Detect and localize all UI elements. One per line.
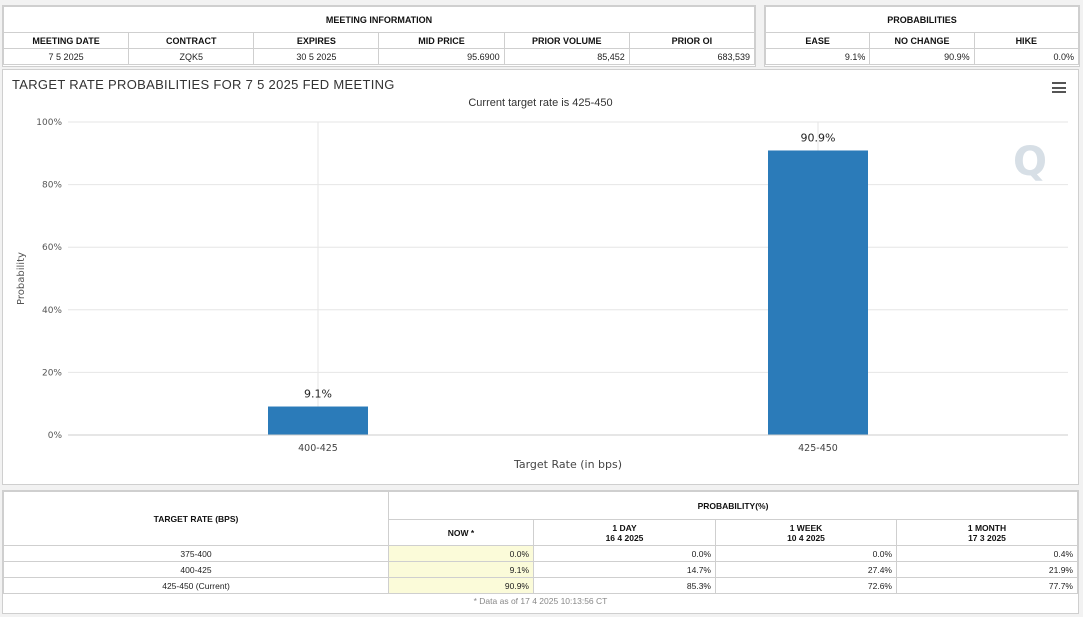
now-column-header: NOW *: [388, 519, 534, 546]
y-tick-label: 40%: [42, 306, 62, 316]
now-cell: 9.1%: [388, 561, 534, 578]
y-tick-label: 60%: [42, 243, 62, 253]
one-day-cell: 0.0%: [533, 545, 716, 562]
x-tick-label: 400-425: [298, 443, 338, 454]
data-label: 9.1%: [304, 388, 332, 401]
y-tick-label: 0%: [48, 431, 63, 441]
x-tick-label: 425-450: [798, 443, 838, 454]
target-rate-cell: 400-425: [3, 561, 389, 578]
y-tick-label: 100%: [36, 118, 62, 128]
mid-price-header: MID PRICE: [378, 32, 505, 49]
chart-subtitle: Current target rate is 425-450: [468, 97, 613, 109]
ease-header: EASE: [764, 32, 871, 49]
one-month-cell: 21.9%: [896, 561, 1078, 578]
one-week-cell: 27.4%: [715, 561, 897, 578]
prior-oi-header: PRIOR OI: [628, 32, 756, 49]
target-rate-cell: 425-450 (Current): [3, 577, 389, 594]
ease-value: 9.1%: [764, 48, 871, 65]
contract-value: ZQK5: [128, 48, 255, 65]
x-axis-title: Target Rate (in bps): [513, 458, 622, 471]
chart-title: TARGET RATE PROBABILITIES FOR 7 5 2025 F…: [12, 77, 395, 92]
one-month-cell: 0.4%: [896, 545, 1078, 562]
data-label: 90.9%: [801, 131, 836, 144]
one-day-cell: 85.3%: [533, 577, 716, 594]
probability-group-header: PROBABILITY(%): [388, 491, 1078, 520]
probability-bar-chart: Q 0% 20% 40% 60% 80% 100% 9.1% 400-425 90.9% 425-4…: [16, 118, 1068, 471]
prior-volume-header: PRIOR VOLUME: [503, 32, 630, 49]
hike-header: HIKE: [973, 32, 1080, 49]
contract-header: CONTRACT: [128, 32, 255, 49]
no-change-header: NO CHANGE: [869, 32, 975, 49]
meeting-date-value: 7 5 2025: [2, 48, 130, 65]
data-timestamp-footnote: * Data as of 17 4 2025 10:13:56 CT: [473, 596, 608, 606]
target-rate-cell: 375-400: [3, 545, 389, 562]
bar-400-425: [268, 406, 368, 435]
mid-price-value: 95.6900: [378, 48, 505, 65]
chart-panel: Q 0% 20% 40% 60% 80% 100% 9.1% 400-425 90.9% 425-4…: [2, 69, 1079, 485]
one-day-cell: 14.7%: [533, 561, 716, 578]
now-cell: 90.9%: [388, 577, 534, 594]
meeting-information-panel: MEETING INFORMATION MEETING DATE CONTRAC…: [2, 5, 756, 67]
one-week-column-header: 1 WEEK 10 4 2025: [715, 519, 897, 546]
y-tick-label: 80%: [42, 181, 62, 191]
prior-volume-value: 85,452: [503, 48, 630, 65]
table-row: 425-450 (Current) 90.9% 85.3% 72.6% 77.7…: [3, 577, 1078, 594]
watermark-logo: Q: [1013, 139, 1047, 185]
expires-value: 30 5 2025: [253, 48, 380, 65]
hamburger-menu-icon[interactable]: [1052, 82, 1066, 93]
y-axis-title: Probability: [16, 252, 27, 305]
meeting-information-title: MEETING INFORMATION: [3, 6, 755, 33]
one-month-column-header: 1 MONTH 17 3 2025: [896, 519, 1078, 546]
one-week-cell: 72.6%: [715, 577, 897, 594]
prior-oi-value: 683,539: [628, 48, 756, 65]
now-cell: 0.0%: [388, 545, 534, 562]
probabilities-title: PROBABILITIES: [765, 6, 1079, 33]
one-week-cell: 0.0%: [715, 545, 897, 562]
probability-table-panel: TARGET RATE (BPS) PROBABILITY(%) NOW * 1…: [2, 490, 1079, 614]
target-rate-header: TARGET RATE (BPS): [3, 491, 389, 546]
hike-value: 0.0%: [973, 48, 1080, 65]
table-row: 400-425 9.1% 14.7% 27.4% 21.9%: [3, 561, 1078, 578]
bar-425-450: [768, 150, 868, 435]
probabilities-panel: PROBABILITIES EASE NO CHANGE HIKE 9.1% 9…: [764, 5, 1080, 67]
no-change-value: 90.9%: [869, 48, 975, 65]
expires-header: EXPIRES: [253, 32, 380, 49]
one-day-column-header: 1 DAY 16 4 2025: [533, 519, 716, 546]
y-tick-label: 20%: [42, 368, 62, 378]
table-row: 375-400 0.0% 0.0% 0.0% 0.4%: [3, 545, 1078, 562]
one-month-cell: 77.7%: [896, 577, 1078, 594]
meeting-date-header: MEETING DATE: [2, 32, 130, 49]
